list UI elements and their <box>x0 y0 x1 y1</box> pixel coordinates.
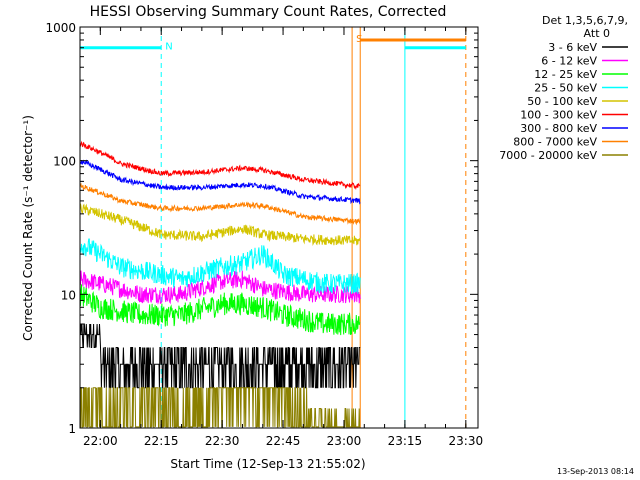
generated-timestamp: 13-Sep-2013 08:14 <box>557 467 634 476</box>
legend-label-9: 7000 - 20000 keV <box>499 149 597 162</box>
series-line-7 <box>79 159 361 205</box>
legend-label-1: 3 - 6 keV <box>548 41 597 54</box>
axes-frame <box>79 26 479 429</box>
x-tick-label-4: 22:45 <box>266 434 301 448</box>
y-tick-labels: 1 10 100 1000 <box>45 21 76 436</box>
x-tick-label-5: 23:00 <box>327 434 362 448</box>
series-line-2 <box>79 270 361 305</box>
axes <box>79 26 479 429</box>
series-line-1 <box>79 323 361 389</box>
chart-title: HESSI Observing Summary Count Rates, Cor… <box>90 4 447 20</box>
y-tick-label-4: 1000 <box>45 21 76 35</box>
legend-label-7: 300 - 800 keV <box>520 122 597 135</box>
y-tick-label-3: 100 <box>53 155 76 169</box>
annotation-n: N <box>165 42 172 53</box>
legend-label-3: 12 - 25 keV <box>534 68 597 81</box>
y-tick-label-2: 10 <box>61 288 76 302</box>
x-tick-label-6: 23:15 <box>388 434 423 448</box>
legend-header-line-2: Att 0 <box>584 27 610 40</box>
y-tick-label-1: 1 <box>68 422 76 436</box>
legend-label-4: 25 - 50 keV <box>534 82 597 95</box>
series-lines <box>79 140 361 428</box>
x-tick-label-3: 22:30 <box>205 434 240 448</box>
annotation-s: S <box>356 34 362 45</box>
legend-label-2: 6 - 12 keV <box>541 55 597 68</box>
x-tick-label-2: 22:15 <box>144 434 179 448</box>
legend-label-6: 100 - 300 keV <box>520 109 597 122</box>
series-line-5 <box>79 203 361 247</box>
x-axis-label: Start Time (12-Sep-13 21:55:02) <box>170 457 365 471</box>
legend-header-line-1: Det 1,3,5,6,7,9, <box>542 14 628 27</box>
series-line-4 <box>79 238 361 294</box>
x-tick-label-1: 22:00 <box>83 434 118 448</box>
series-line-9 <box>80 387 361 428</box>
annotations: NS <box>165 34 362 53</box>
series-line-6 <box>79 140 361 190</box>
series-line-3 <box>79 284 361 336</box>
legend-label-5: 50 - 100 keV <box>527 95 597 108</box>
status-bars <box>80 38 466 50</box>
x-tick-labels: 22:00 22:15 22:30 22:45 23:00 23:15 23:30 <box>83 434 483 448</box>
legend-label-8: 800 - 7000 keV <box>513 136 597 149</box>
y-axis-label: Corrected Count Rate (s⁻¹ detector⁻¹) <box>21 115 35 341</box>
series-line-8 <box>79 182 361 226</box>
x-tick-label-7: 23:30 <box>449 434 484 448</box>
